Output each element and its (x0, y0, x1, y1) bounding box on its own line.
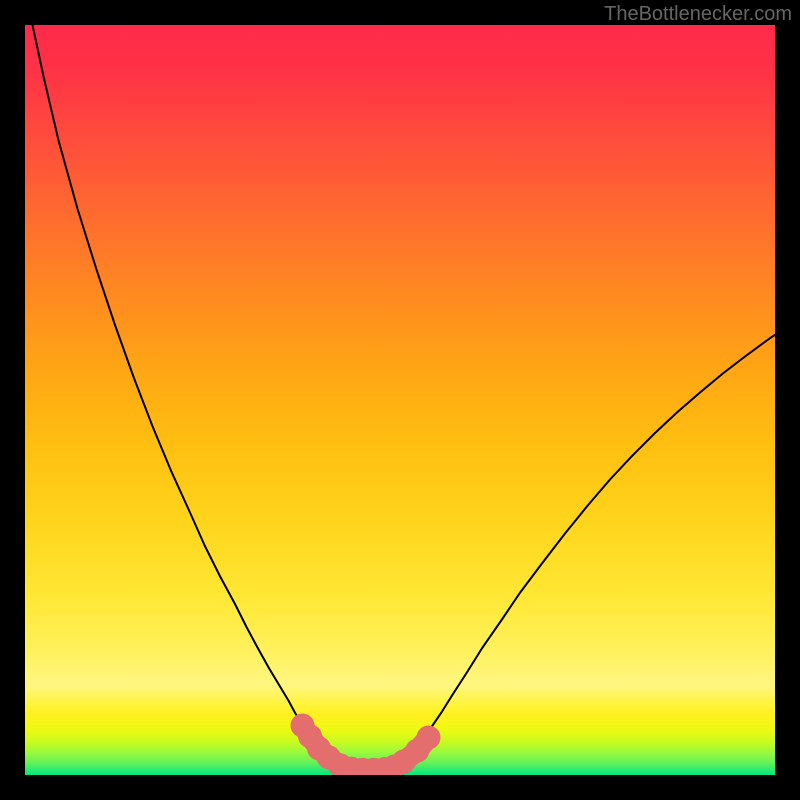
watermark-label: TheBottlenecker.com (604, 3, 792, 26)
chart-frame: TheBottlenecker.com (0, 0, 800, 800)
chart-background (25, 25, 775, 775)
bottleneck-chart (25, 25, 775, 775)
salmon-bead (417, 726, 441, 750)
